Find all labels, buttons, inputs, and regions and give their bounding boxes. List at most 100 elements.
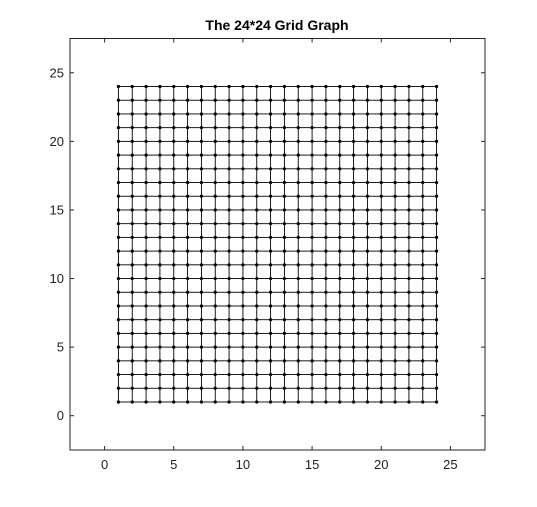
graph-node — [351, 139, 356, 143]
graph-node — [296, 194, 300, 198]
graph-node — [365, 180, 370, 185]
graph-node — [116, 235, 121, 239]
graph-node — [227, 249, 231, 253]
graph-node — [158, 235, 162, 239]
graph-node — [434, 167, 439, 171]
graph-node — [172, 153, 176, 157]
graph-node — [421, 112, 425, 116]
graph-node — [172, 98, 176, 102]
graph-node — [130, 249, 134, 253]
y-tick-label: 10 — [50, 271, 64, 286]
graph-node — [421, 359, 425, 363]
graph-node — [241, 372, 245, 377]
graph-node — [227, 126, 231, 130]
graph-node — [351, 359, 356, 363]
graph-node — [393, 180, 397, 185]
graph-node — [199, 180, 204, 185]
graph-node — [407, 167, 411, 171]
graph-node — [241, 249, 245, 253]
graph-node — [324, 400, 328, 404]
graph-node — [365, 386, 370, 390]
graph-node — [172, 372, 176, 377]
graph-node — [310, 290, 314, 294]
graph-node — [379, 372, 383, 377]
graph-node — [268, 304, 273, 308]
graph-node — [338, 98, 342, 102]
graph-node — [310, 194, 314, 198]
graph-node — [227, 139, 231, 143]
graph-node — [227, 331, 231, 336]
graph-node — [434, 222, 439, 226]
graph-node — [310, 304, 314, 308]
graph-node — [227, 208, 231, 212]
graph-node — [379, 112, 383, 116]
graph-node — [434, 98, 439, 102]
graph-node — [199, 290, 204, 294]
graph-node — [338, 290, 342, 294]
graph-node — [144, 222, 148, 226]
graph-node — [144, 167, 148, 171]
graph-node — [213, 139, 217, 143]
graph-node — [268, 249, 273, 253]
graph-node — [393, 345, 397, 349]
graph-node — [268, 222, 273, 226]
graph-node — [241, 290, 245, 294]
graph-node — [421, 290, 425, 294]
graph-node — [421, 263, 425, 267]
graph-node — [379, 290, 383, 294]
graph-node — [172, 222, 176, 226]
graph-node — [227, 318, 231, 322]
graph-node — [130, 84, 134, 89]
graph-node — [172, 318, 176, 322]
graph-node — [310, 359, 314, 363]
graph-node — [130, 153, 134, 157]
graph-node — [296, 84, 300, 89]
graph-node — [255, 331, 259, 336]
graph-node — [199, 400, 204, 404]
graph-node — [172, 112, 176, 116]
graph-node — [351, 400, 356, 404]
graph-node — [296, 235, 300, 239]
graph-node — [172, 345, 176, 349]
y-tick-label: 20 — [50, 134, 64, 149]
graph-node — [116, 167, 121, 171]
graph-node — [421, 400, 425, 404]
graph-node — [158, 345, 162, 349]
graph-node — [185, 153, 190, 157]
x-axis-ticks: 0 5 10 15 20 25 — [101, 38, 458, 472]
graph-node — [199, 235, 204, 239]
graph-node — [268, 263, 273, 267]
graph-node — [282, 167, 287, 171]
graph-node — [227, 194, 231, 198]
graph-node — [116, 345, 121, 349]
graph-node — [407, 345, 411, 349]
graph-node — [255, 98, 259, 102]
graph-node — [144, 372, 148, 377]
graph-node — [282, 331, 287, 336]
graph-node — [379, 98, 383, 102]
graph-node — [351, 153, 356, 157]
graph-node — [434, 84, 439, 89]
graph-node — [227, 386, 231, 390]
graph-node — [130, 180, 134, 185]
graph-node — [434, 180, 439, 185]
graph-node — [268, 235, 273, 239]
graph-node — [158, 98, 162, 102]
graph-node — [434, 235, 439, 239]
y-tick-label: 25 — [50, 65, 64, 80]
graph-node — [296, 112, 300, 116]
graph-node — [172, 235, 176, 239]
graph-node — [365, 263, 370, 267]
graph-node — [434, 386, 439, 390]
graph-node — [268, 112, 273, 116]
x-tick-label: 0 — [101, 457, 108, 472]
graph-node — [351, 386, 356, 390]
graph-node — [158, 400, 162, 404]
graph-node — [407, 304, 411, 308]
graph-node — [351, 345, 356, 349]
graph-node — [407, 208, 411, 212]
graph-node — [241, 98, 245, 102]
graph-node — [213, 263, 217, 267]
graph-node — [241, 276, 245, 281]
graph-node — [282, 208, 287, 212]
